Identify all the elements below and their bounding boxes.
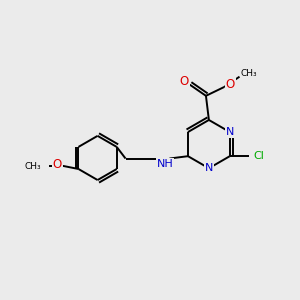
Text: O: O [180, 75, 189, 88]
Text: O: O [52, 158, 62, 171]
Text: Cl: Cl [254, 151, 265, 161]
Text: CH₃: CH₃ [241, 69, 258, 78]
Text: N: N [205, 163, 213, 173]
Text: CH₃: CH₃ [25, 161, 41, 170]
Text: N: N [226, 127, 234, 137]
Text: O: O [226, 78, 235, 91]
Text: NH: NH [157, 159, 173, 169]
